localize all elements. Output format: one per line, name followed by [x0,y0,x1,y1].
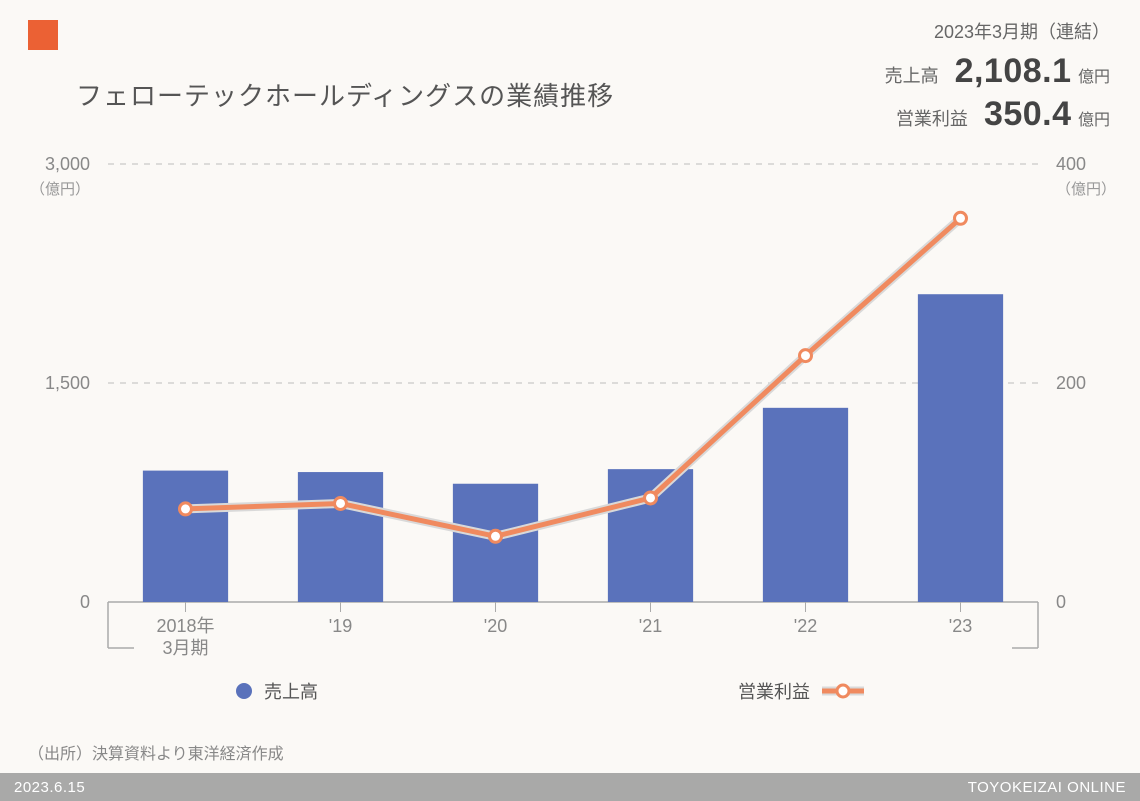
legend-line-label: 営業利益 [738,678,810,704]
metric-value: 350.4 [984,95,1072,133]
svg-text:200: 200 [1056,373,1086,393]
svg-text:'19: '19 [329,616,352,636]
legend-line-icon [822,683,864,699]
svg-text:400: 400 [1056,154,1086,174]
svg-text:'22: '22 [794,616,817,636]
svg-text:'20: '20 [484,616,507,636]
svg-text:（億円）: （億円） [30,181,90,198]
svg-text:'23: '23 [949,616,972,636]
legend-bar-label: 売上高 [264,678,318,704]
svg-text:2018年: 2018年 [156,616,214,636]
metric-row-opincome: 営業利益 350.4 億円 [885,93,1110,136]
header: フェローテックホールディングスの業績推移 2023年3月期（連結） 売上高 2,… [0,0,1140,130]
legend: 売上高 営業利益 [0,678,1100,704]
metric-row-revenue: 売上高 2,108.1 億円 [885,50,1110,93]
summary-panel: 2023年3月期（連結） 売上高 2,108.1 億円 営業利益 350.4 億… [885,18,1110,135]
footer-bar: 2023.6.15 TOYOKEIZAI ONLINE [0,773,1140,801]
svg-text:'21: '21 [639,616,662,636]
legend-item-line: 営業利益 [738,678,864,704]
footer-brand: TOYOKEIZAI ONLINE [968,779,1126,796]
chart-title: フェローテックホールディングスの業績推移 [76,76,614,113]
metric-label: 売上高 [885,65,939,88]
chart-svg: 0 1,500 3,000 （億円） 0 200 400 （億円） 2018年3月期 '19 '20… [20,150,1120,690]
svg-text:3月期: 3月期 [162,638,208,658]
footer-date: 2023.6.15 [14,779,85,796]
svg-text:3,000: 3,000 [45,154,90,174]
period-label: 2023年3月期（連結） [885,18,1110,44]
accent-square-icon [28,20,58,50]
legend-bar-icon [236,683,252,699]
metric-unit: 億円 [1078,112,1110,129]
legend-item-bars: 売上高 [236,678,318,704]
svg-text:（億円）: （億円） [1056,181,1116,198]
svg-text:0: 0 [1056,592,1066,612]
metric-unit: 億円 [1078,69,1110,86]
metric-label: 営業利益 [896,108,968,131]
metric-value: 2,108.1 [955,52,1072,90]
svg-text:0: 0 [80,592,90,612]
chart-area: 0 1,500 3,000 （億円） 0 200 400 （億円） 2018年3月期 '19 '20… [20,150,1120,690]
svg-text:1,500: 1,500 [45,373,90,393]
source-note: （出所）決算資料より東洋経済作成 [28,740,284,764]
